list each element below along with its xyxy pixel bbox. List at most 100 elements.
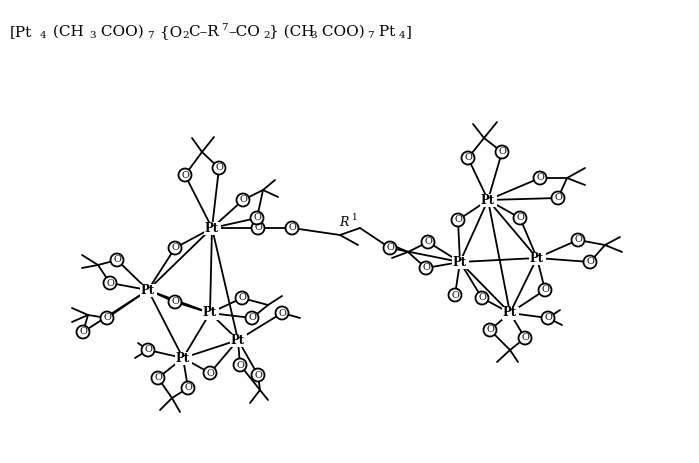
FancyBboxPatch shape [140, 283, 157, 296]
Circle shape [110, 254, 124, 267]
Text: O: O [79, 327, 87, 337]
Circle shape [484, 324, 496, 337]
Text: 4: 4 [399, 31, 405, 40]
Text: 1: 1 [352, 213, 358, 221]
Text: O: O [106, 279, 114, 288]
Circle shape [245, 312, 259, 325]
Text: (CH: (CH [48, 25, 84, 39]
Text: 2: 2 [263, 31, 270, 40]
Text: O: O [478, 294, 486, 302]
Text: O: O [586, 257, 594, 267]
Text: O: O [184, 383, 192, 393]
Text: O: O [215, 163, 223, 173]
Text: [Pt: [Pt [10, 25, 32, 39]
Text: O: O [386, 244, 394, 252]
Circle shape [236, 292, 249, 305]
Text: O: O [464, 154, 472, 163]
Circle shape [168, 295, 182, 308]
Circle shape [76, 325, 89, 338]
Text: O: O [454, 215, 462, 225]
Circle shape [542, 312, 554, 325]
Circle shape [212, 162, 226, 175]
FancyBboxPatch shape [528, 251, 545, 264]
Text: Pt: Pt [203, 307, 217, 319]
Circle shape [168, 242, 182, 255]
Text: O: O [574, 236, 582, 244]
Circle shape [584, 256, 596, 269]
FancyBboxPatch shape [201, 307, 219, 319]
Text: 4: 4 [40, 31, 47, 40]
Text: 7: 7 [221, 23, 228, 31]
Text: O: O [521, 333, 529, 343]
Text: Pt: Pt [141, 283, 155, 296]
Text: O: O [171, 298, 179, 307]
Text: O: O [181, 170, 189, 180]
Text: 3: 3 [310, 31, 317, 40]
Circle shape [421, 236, 435, 249]
Circle shape [461, 151, 475, 164]
Text: Pt: Pt [231, 333, 245, 346]
Text: O: O [516, 213, 524, 223]
Text: O: O [154, 374, 162, 382]
Circle shape [252, 221, 264, 234]
Text: O: O [554, 194, 562, 202]
Text: 7: 7 [367, 31, 374, 40]
FancyBboxPatch shape [452, 256, 468, 269]
Circle shape [538, 283, 552, 296]
Circle shape [203, 367, 217, 380]
Text: Pt: Pt [503, 307, 517, 319]
Text: Pt: Pt [530, 251, 544, 264]
Text: O: O [424, 238, 432, 246]
Circle shape [275, 307, 289, 319]
Circle shape [182, 382, 194, 394]
Text: O: O [254, 370, 262, 380]
FancyBboxPatch shape [203, 221, 220, 234]
Circle shape [285, 221, 298, 234]
Circle shape [152, 371, 164, 384]
Text: O: O [253, 213, 261, 223]
Text: {O: {O [155, 25, 182, 39]
Text: O: O [238, 294, 246, 302]
Text: R: R [339, 215, 349, 229]
Circle shape [101, 312, 113, 325]
FancyBboxPatch shape [175, 351, 192, 364]
Text: O: O [486, 325, 494, 334]
Text: O: O [422, 263, 430, 273]
Text: O: O [113, 256, 121, 264]
Text: O: O [288, 224, 296, 232]
FancyBboxPatch shape [501, 307, 519, 319]
Text: O: O [236, 361, 244, 369]
Text: COO): COO) [317, 25, 365, 39]
Text: 7: 7 [147, 31, 154, 40]
Circle shape [250, 212, 264, 225]
Text: O: O [498, 148, 506, 156]
Text: O: O [451, 290, 459, 300]
Text: } (CH: } (CH [269, 25, 315, 39]
Circle shape [452, 213, 465, 226]
Circle shape [533, 171, 547, 184]
Text: O: O [206, 369, 214, 377]
Circle shape [572, 233, 584, 246]
FancyBboxPatch shape [480, 194, 496, 206]
Text: O: O [248, 313, 256, 323]
Circle shape [178, 169, 192, 181]
Text: 2: 2 [182, 31, 189, 40]
Text: O: O [144, 345, 152, 355]
Text: Pt: Pt [481, 194, 495, 206]
Circle shape [233, 358, 247, 371]
Text: C–R: C–R [188, 25, 219, 39]
Circle shape [475, 292, 489, 305]
Text: O: O [254, 224, 262, 232]
Text: O: O [239, 195, 247, 205]
Circle shape [552, 192, 565, 205]
FancyBboxPatch shape [229, 333, 247, 346]
Text: COO): COO) [96, 25, 144, 39]
Circle shape [449, 288, 461, 301]
Circle shape [419, 262, 433, 275]
Text: Pt: Pt [453, 256, 467, 269]
Text: Pt: Pt [374, 25, 395, 39]
Text: O: O [536, 174, 544, 182]
Text: ]: ] [406, 25, 412, 39]
Circle shape [236, 194, 250, 206]
Circle shape [514, 212, 526, 225]
